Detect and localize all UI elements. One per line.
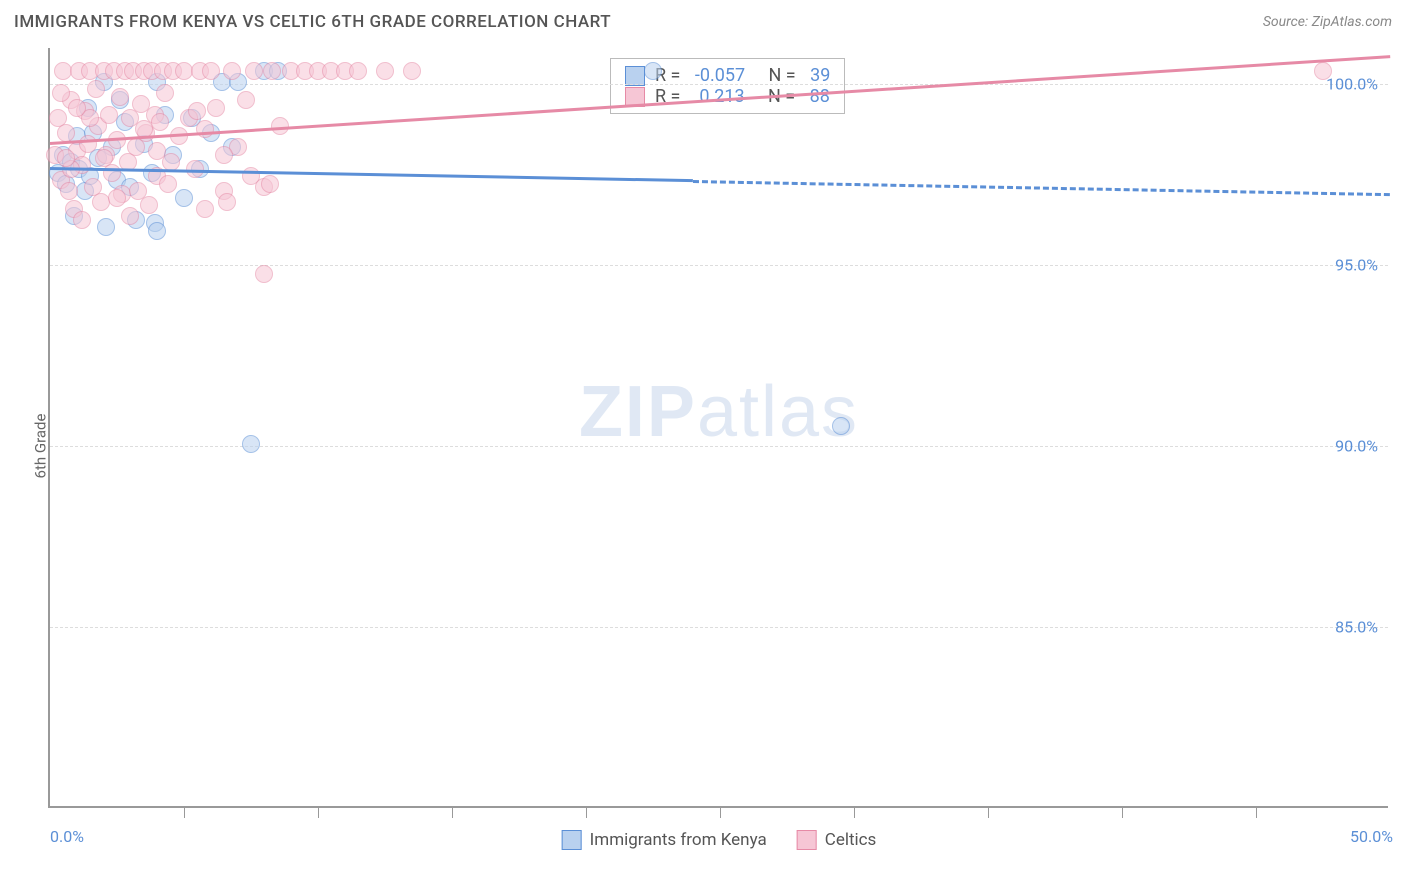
data-point-celtics <box>349 62 367 80</box>
data-point-celtics <box>52 84 70 102</box>
data-point-celtics <box>95 149 113 167</box>
data-point-celtics <box>223 62 241 80</box>
data-point-celtics <box>376 62 394 80</box>
x-tick <box>586 806 587 818</box>
gridline <box>50 84 1388 85</box>
swatch-kenya <box>625 66 645 86</box>
data-point-kenya <box>644 62 662 80</box>
x-tick <box>720 806 721 818</box>
data-point-celtics <box>57 149 75 167</box>
data-point-celtics <box>108 189 126 207</box>
y-axis-label: 6th Grade <box>31 414 49 479</box>
trendline-kenya-dashed <box>693 180 1390 196</box>
data-point-celtics <box>73 211 91 229</box>
data-point-celtics <box>100 106 118 124</box>
data-point-celtics <box>79 135 97 153</box>
y-tick-label: 95.0% <box>1335 256 1378 275</box>
data-point-celtics <box>60 182 78 200</box>
series-legend: Immigrants from Kenya Celtics <box>562 830 877 850</box>
x-tick-label: 50.0% <box>1350 827 1393 846</box>
data-point-celtics <box>121 207 139 225</box>
y-tick-label: 85.0% <box>1335 618 1378 637</box>
legend-label-kenya: Immigrants from Kenya <box>590 830 767 850</box>
legend-label-celtics: Celtics <box>825 830 877 850</box>
legend-item-celtics: Celtics <box>797 830 877 850</box>
data-point-celtics <box>245 62 263 80</box>
x-tick <box>318 806 319 818</box>
x-tick-label: 0.0% <box>50 827 84 846</box>
data-point-celtics <box>218 193 236 211</box>
data-point-celtics <box>140 196 158 214</box>
data-point-celtics <box>202 62 220 80</box>
watermark-bold: ZIP <box>579 372 697 452</box>
data-point-celtics <box>151 113 169 131</box>
x-tick <box>1122 806 1123 818</box>
x-tick <box>854 806 855 818</box>
x-tick <box>1256 806 1257 818</box>
y-tick-label: 100.0% <box>1326 75 1378 94</box>
legend-n-value: 39 <box>810 65 830 86</box>
x-tick <box>452 806 453 818</box>
gridline <box>50 265 1388 266</box>
legend-r-value: -0.057 <box>695 65 745 86</box>
data-point-celtics <box>255 265 273 283</box>
legend-n-label: N = <box>755 65 800 86</box>
y-tick-label: 90.0% <box>1335 437 1378 456</box>
data-point-kenya <box>832 417 850 435</box>
data-point-celtics <box>261 175 279 193</box>
data-point-kenya <box>175 189 193 207</box>
swatch-celtics <box>797 830 817 850</box>
data-point-celtics <box>57 124 75 142</box>
swatch-kenya <box>562 830 582 850</box>
data-point-celtics <box>111 88 129 106</box>
scatter-plot: ZIPatlas R = -0.057 N = 39R = 0.213 N = … <box>48 48 1388 808</box>
data-point-celtics <box>162 153 180 171</box>
data-point-celtics <box>156 84 174 102</box>
data-point-kenya <box>97 218 115 236</box>
x-tick <box>988 806 989 818</box>
data-point-kenya <box>148 222 166 240</box>
chart-title: IMMIGRANTS FROM KENYA VS CELTIC 6TH GRAD… <box>14 12 611 32</box>
x-tick <box>184 806 185 818</box>
data-point-celtics <box>196 200 214 218</box>
watermark-rest: atlas <box>697 372 859 452</box>
watermark: ZIPatlas <box>579 371 859 453</box>
data-point-celtics <box>87 80 105 98</box>
legend-item-kenya: Immigrants from Kenya <box>562 830 767 850</box>
data-point-kenya <box>242 435 260 453</box>
data-point-celtics <box>188 102 206 120</box>
data-point-celtics <box>237 91 255 109</box>
data-point-celtics <box>263 62 281 80</box>
gridline <box>50 627 1388 628</box>
data-point-celtics <box>1314 62 1332 80</box>
data-point-celtics <box>403 62 421 80</box>
data-point-celtics <box>207 99 225 117</box>
source-attribution: Source: ZipAtlas.com <box>1263 14 1392 30</box>
data-point-celtics <box>196 120 214 138</box>
data-point-celtics <box>159 175 177 193</box>
data-point-celtics <box>215 146 233 164</box>
data-point-celtics <box>68 99 86 117</box>
legend-n-value: 88 <box>810 86 830 107</box>
